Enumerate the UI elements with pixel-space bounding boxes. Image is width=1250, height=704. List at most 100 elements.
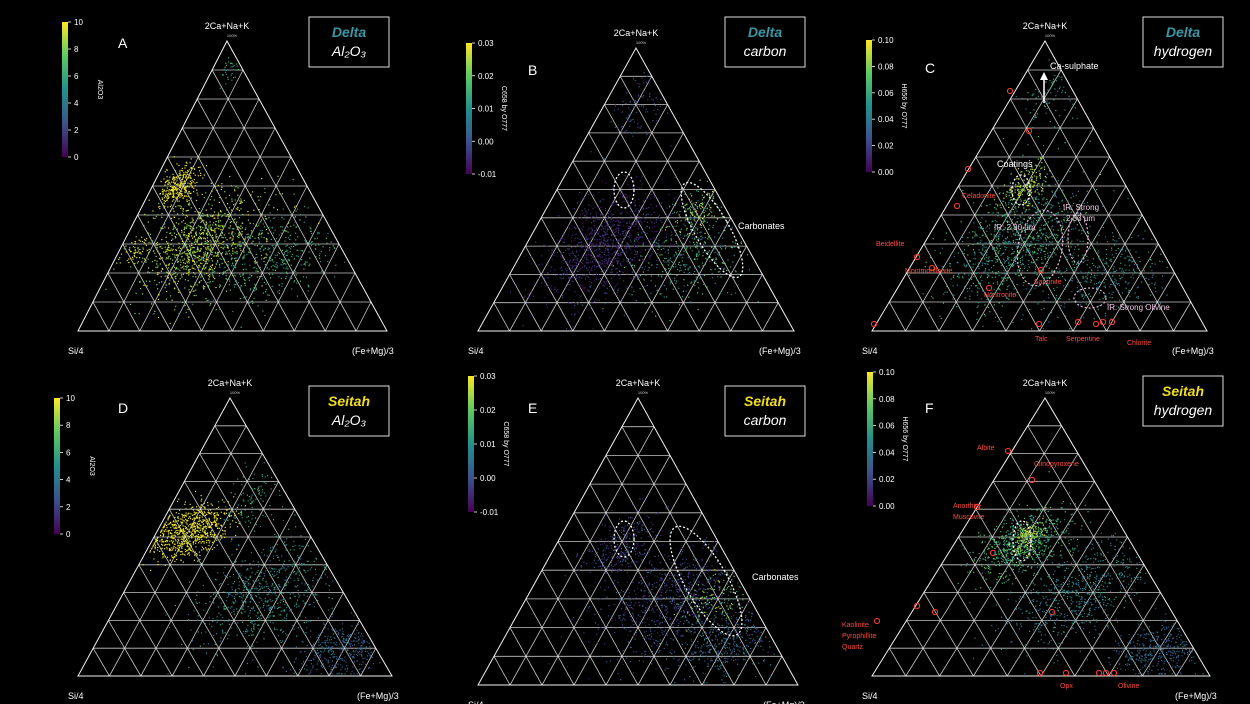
data-point — [1041, 162, 1043, 164]
data-point — [1041, 157, 1044, 159]
data-point — [622, 193, 624, 195]
data-point — [299, 213, 302, 216]
data-point — [699, 218, 701, 220]
data-point — [175, 222, 177, 224]
data-point — [1031, 205, 1033, 207]
data-point — [1105, 261, 1107, 263]
data-point — [1034, 211, 1036, 213]
data-point — [979, 283, 981, 285]
data-point — [193, 187, 195, 189]
data-point — [629, 205, 631, 207]
data-point — [319, 257, 321, 259]
data-point — [628, 244, 630, 247]
data-point — [608, 228, 610, 230]
data-point — [145, 240, 147, 242]
data-point — [1054, 193, 1056, 195]
data-point — [1001, 235, 1004, 237]
data-point — [1028, 245, 1030, 247]
data-point — [591, 301, 593, 303]
data-point — [656, 230, 658, 233]
data-point — [694, 243, 696, 246]
data-point — [956, 284, 958, 286]
data-point — [317, 231, 319, 233]
data-point — [614, 236, 616, 239]
data-point — [252, 300, 254, 302]
data-point — [703, 196, 705, 198]
data-point — [129, 303, 132, 305]
data-point — [139, 274, 141, 276]
data-point — [181, 178, 184, 181]
data-point — [178, 312, 180, 314]
data-point — [1040, 229, 1042, 231]
data-point — [258, 234, 260, 236]
data-point — [219, 286, 221, 288]
data-point — [595, 260, 597, 262]
data-point — [1063, 272, 1065, 274]
data-point — [204, 238, 207, 240]
data-point — [1051, 220, 1053, 222]
data-point — [1011, 203, 1013, 205]
data-point — [992, 212, 994, 214]
data-point — [571, 267, 573, 270]
data-point — [205, 255, 208, 257]
data-point — [198, 211, 200, 213]
data-point — [158, 243, 160, 245]
data-point — [206, 213, 208, 216]
data-point — [981, 262, 984, 264]
data-point — [1025, 184, 1027, 186]
data-point — [1023, 179, 1025, 181]
data-point — [147, 214, 149, 216]
data-point — [665, 261, 667, 263]
data-point — [221, 232, 223, 234]
data-point — [299, 280, 302, 282]
data-point — [1054, 183, 1057, 185]
data-point — [638, 86, 640, 88]
data-point — [932, 297, 934, 299]
data-point — [584, 287, 586, 289]
data-point — [1058, 271, 1060, 273]
data-point — [212, 239, 214, 241]
data-point — [953, 275, 955, 277]
data-point — [152, 269, 154, 271]
data-point — [1048, 297, 1050, 299]
data-point — [633, 225, 635, 228]
data-point — [219, 308, 221, 310]
data-point — [568, 288, 570, 290]
data-point — [638, 242, 640, 244]
data-point — [661, 275, 663, 277]
data-point — [241, 263, 243, 265]
data-point — [269, 251, 271, 253]
data-point — [212, 248, 214, 250]
data-point — [714, 244, 716, 246]
data-point — [1028, 248, 1030, 250]
data-point — [1028, 195, 1030, 197]
data-point — [685, 204, 687, 206]
data-point — [642, 207, 644, 209]
data-point — [211, 247, 213, 249]
data-point — [684, 215, 687, 217]
data-point — [622, 251, 624, 253]
data-point — [181, 274, 183, 276]
data-point — [695, 202, 697, 204]
data-point — [162, 188, 164, 190]
data-point — [1056, 220, 1058, 222]
data-point — [302, 276, 304, 278]
data-point — [581, 232, 584, 234]
data-point — [206, 234, 209, 236]
data-point — [1078, 229, 1080, 231]
data-point — [588, 233, 591, 235]
data-point — [189, 250, 191, 252]
data-point — [566, 319, 568, 321]
data-point — [167, 197, 170, 199]
data-point — [591, 262, 593, 264]
data-point — [167, 227, 170, 229]
data-point — [175, 275, 177, 278]
data-point — [675, 234, 677, 236]
data-point — [236, 65, 238, 67]
data-point — [1020, 203, 1022, 205]
data-point — [717, 207, 720, 209]
data-point — [189, 183, 191, 185]
data-point — [1067, 211, 1069, 213]
data-point — [622, 245, 624, 247]
data-point — [611, 214, 613, 216]
